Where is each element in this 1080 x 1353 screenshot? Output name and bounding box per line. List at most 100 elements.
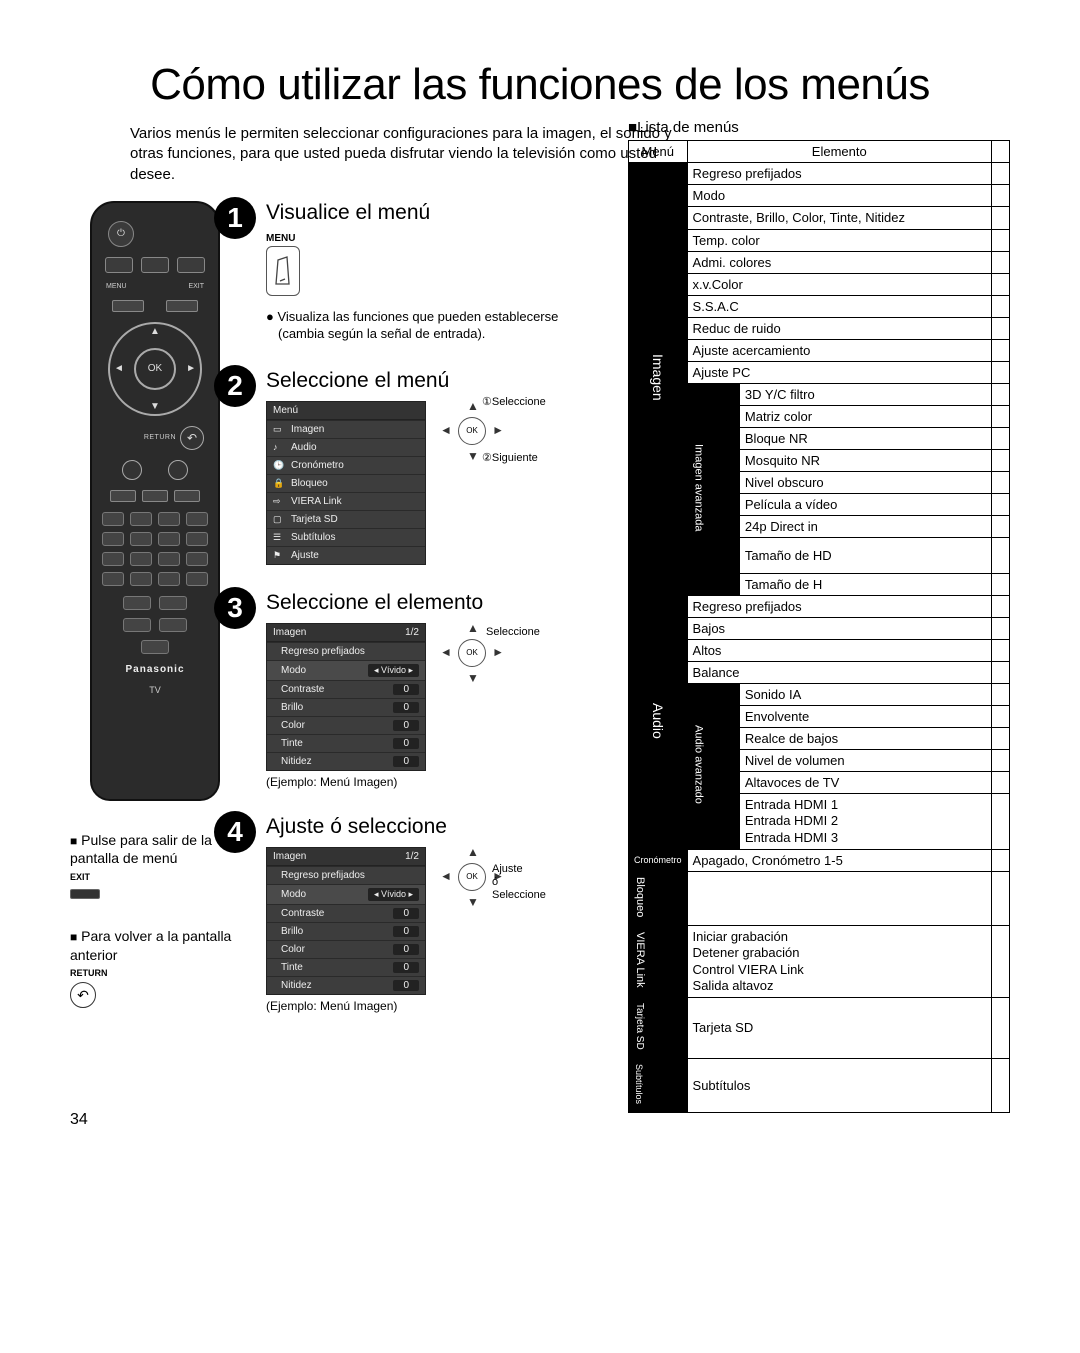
remote-button — [174, 490, 200, 502]
imagen-vertical-label: Imagen — [650, 350, 666, 405]
nav-up-icon: ▲ — [467, 845, 479, 859]
remote-exit-label: EXIT — [188, 283, 204, 290]
columns: ⏻ MENU EXIT ▲ ▼ ◄ — [70, 201, 1010, 1113]
imagen-menu-title-2: Imagen — [273, 851, 306, 862]
menu-item: Sonido IA — [739, 684, 991, 706]
nav-left-icon: ◄ — [440, 645, 452, 659]
imagen-row: Tinte0 — [267, 734, 425, 752]
ok-center: OK — [458, 417, 486, 445]
menu-item: Ajuste acercamiento — [687, 340, 991, 362]
dpad-left-icon: ◄ — [114, 363, 124, 374]
left-notes: ■ Pulse para salir de la pantalla de men… — [70, 831, 240, 1008]
audio-vertical-label: Audio — [650, 699, 666, 743]
menu-item: Reduc de ruido — [687, 318, 991, 340]
imagen-menu-page: 1/2 — [405, 627, 419, 638]
imagen-row: Tinte0 — [267, 958, 425, 976]
menu-item: 24p Direct in — [739, 516, 991, 538]
tv-label: TV — [149, 685, 161, 695]
menu-row: 🕒Cronómetro — [267, 456, 425, 474]
imagen-row: Color0 — [267, 716, 425, 734]
bloqueo-label: Bloqueo — [634, 875, 646, 919]
menu-button-icon — [266, 246, 300, 296]
menu-item: Tamaño de HD — [739, 538, 991, 574]
or-label: ó — [492, 876, 546, 889]
menu-item — [687, 871, 991, 925]
main-menu-title: Menú — [267, 402, 425, 420]
step-3: 3 Seleccione el elemento Imagen 1/2 Regr… — [264, 591, 604, 789]
ok-center: OK — [458, 639, 486, 667]
subtitulos-label: Subtítulos — [634, 1062, 644, 1106]
imagen-row: Contraste0 — [267, 904, 425, 922]
remote-ok-button: OK — [134, 348, 176, 390]
imagen-row: Contraste0 — [267, 680, 425, 698]
nav-down-icon: ▼ — [467, 449, 479, 463]
return-note-text: Para volver a la pantalla anterior — [70, 928, 231, 963]
ok-nav-widget: OK ▲ ▼ ◄ ► — [442, 623, 502, 683]
power-button-icon: ⏻ — [108, 221, 134, 247]
remote-button — [142, 490, 168, 502]
step-1: 1 Visualice el menú MENU ● Visualiza las… — [264, 201, 604, 343]
left-column: ⏻ MENU EXIT ▲ ▼ ◄ — [70, 201, 240, 1113]
menu-row: ⚑Ajuste — [267, 546, 425, 564]
remote-button — [177, 257, 205, 273]
menu-item: Nivel obscuro — [739, 472, 991, 494]
dpad-right-icon: ► — [186, 363, 196, 374]
col-menu-header: Menú — [629, 140, 688, 162]
imagen-row: Color0 — [267, 940, 425, 958]
imagen-row: Nitidez0 — [267, 752, 425, 770]
square-bullet-icon: ■ — [70, 834, 77, 848]
dpad-down-icon: ▼ — [150, 401, 160, 412]
menu-item: Envolvente — [739, 706, 991, 728]
cronometro-label: Cronómetro — [634, 855, 682, 865]
menu-item: Entrada HDMI 1 Entrada HDMI 2 Entrada HD… — [739, 794, 991, 850]
remote-menu-button — [112, 300, 144, 312]
menu-item: Bajos — [687, 618, 991, 640]
imagen-row: Brillo0 — [267, 922, 425, 940]
imagen-row: Modo◂ Vívido ▸ — [267, 884, 425, 904]
step-1-note: ● Visualiza las funciones que pueden est… — [278, 308, 604, 343]
remote-menu-label: MENU — [106, 283, 127, 290]
nav-right-icon: ► — [492, 645, 504, 659]
step-3-title: Seleccione el elemento — [266, 591, 604, 615]
col-elemento-header: Elemento — [687, 140, 991, 162]
imagen-row: Modo◂ Vívido ▸ — [267, 660, 425, 680]
page-title: Cómo utilizar las funciones de los menús — [70, 60, 1010, 110]
vieralink-label: VIERA Link — [634, 930, 646, 990]
remote-exit-button — [166, 300, 198, 312]
menu-item: Tarjeta SD — [687, 998, 991, 1059]
menu-list-table: Menú Elemento Imagen Regreso prefijados … — [628, 140, 1010, 1113]
manual-page: Cómo utilizar las funciones de los menús… — [0, 0, 1080, 1153]
step-4-title: Ajuste ó seleccione — [266, 815, 604, 839]
imagen-row: Brillo0 — [267, 698, 425, 716]
menu-item: Realce de bajos — [739, 728, 991, 750]
menu-item: S.S.A.C — [687, 296, 991, 318]
menu-item: Altavoces de TV — [739, 772, 991, 794]
adjust-label: Ajuste — [492, 863, 546, 876]
imagen-menu-page-2: 1/2 — [405, 851, 419, 862]
brand-label: Panasonic — [125, 664, 184, 675]
ok-center: OK — [458, 863, 486, 891]
next-label: Siguiente — [492, 452, 538, 464]
imagen-row: Regreso prefijados — [267, 866, 425, 884]
step-4-number: 4 — [214, 811, 256, 853]
circle-2-icon: ② — [482, 452, 492, 464]
intro-paragraph: Varios menús le permiten seleccionar con… — [130, 124, 690, 185]
imagen-row: Nitidez0 — [267, 976, 425, 994]
exit-button-icon — [70, 889, 100, 899]
exit-small-label: EXIT — [70, 872, 240, 884]
main-menu-panel: Menú ▭Imagen♪Audio🕒Cronómetro🔒Bloqueo⇨VI… — [266, 401, 426, 565]
nav-right-icon: ► — [492, 423, 504, 437]
imagen-menu-title: Imagen — [273, 627, 306, 638]
menu-list-column: ■Lista de menús Menú Elemento Imagen Reg… — [628, 119, 1010, 1113]
menu-item: Apagado, Cronómetro 1-5 — [687, 849, 991, 871]
menu-item: Regreso prefijados — [687, 596, 991, 618]
menu-row: ♪Audio — [267, 438, 425, 456]
return-small-label: RETURN — [70, 968, 240, 980]
menu-item: Contraste, Brillo, Color, Tinte, Nitidez — [687, 206, 991, 229]
step-2-title: Seleccione el menú — [266, 369, 604, 393]
nav-up-icon: ▲ — [467, 621, 479, 635]
menu-row: 🔒Bloqueo — [267, 474, 425, 492]
select-label: Seleccione — [492, 889, 546, 902]
nav-left-icon: ◄ — [440, 423, 452, 437]
menu-list-heading: ■Lista de menús — [628, 119, 1010, 136]
